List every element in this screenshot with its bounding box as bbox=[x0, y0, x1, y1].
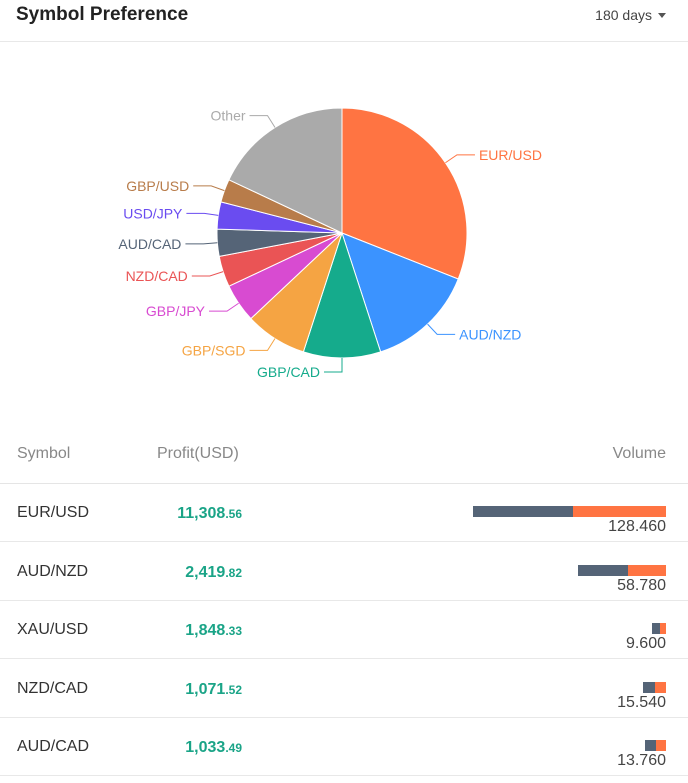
profit-decimal: .56 bbox=[225, 507, 242, 521]
volume-bar-sell bbox=[655, 740, 666, 751]
volume-value: 9.600 bbox=[625, 635, 666, 652]
volume-bar-sell bbox=[655, 681, 666, 693]
table-row[interactable]: AUD/NZD 2,419.82 58.780 bbox=[0, 543, 688, 601]
column-header-volume: Volume bbox=[612, 445, 666, 462]
pie-label: GBP/SGD bbox=[182, 342, 246, 358]
profit-decimal: .33 bbox=[225, 624, 242, 638]
pie-leader-line bbox=[193, 185, 225, 192]
column-header-symbol: Symbol bbox=[17, 445, 71, 462]
volume-bar-buy bbox=[577, 564, 629, 576]
profit-value: 1,848.33 bbox=[185, 622, 242, 640]
profit-decimal: .49 bbox=[225, 741, 242, 755]
table-header: Symbol Profit(USD) Volume bbox=[0, 424, 688, 484]
period-label: 180 days bbox=[595, 7, 652, 23]
volume-bar-sell bbox=[628, 564, 666, 576]
pie-label: GBP/CAD bbox=[257, 364, 320, 380]
pie-label: EUR/USD bbox=[479, 147, 542, 163]
profit-integer: 1,848 bbox=[185, 622, 226, 639]
profit-integer: 11,308 bbox=[177, 505, 226, 522]
column-header-profit: Profit(USD) bbox=[157, 445, 239, 462]
profit-integer: 2,419 bbox=[185, 563, 226, 581]
pie-label: GBP/JPY bbox=[146, 303, 206, 319]
volume-bar-buy bbox=[645, 740, 656, 751]
volume-bar bbox=[577, 564, 666, 576]
pie-leader-line bbox=[186, 212, 219, 216]
pie-label: NZD/CAD bbox=[126, 268, 188, 284]
symbol-name: AUD/NZD bbox=[17, 562, 89, 580]
pie-leader-line bbox=[324, 358, 343, 373]
symbol-pie-chart: EUR/USD AUD/NZD GBP/CAD GBP/SGD GBP/JPY NZD/C… bbox=[118, 107, 542, 380]
widget-title: Symbol Preference bbox=[16, 4, 189, 25]
volume-bar-buy bbox=[642, 681, 656, 693]
table-row[interactable]: AUD/CAD 1,033.49 13.760 bbox=[0, 718, 688, 776]
profit-decimal: .82 bbox=[225, 565, 242, 580]
table-row[interactable]: NZD/CAD 1,071.52 15.540 bbox=[0, 660, 688, 718]
profit-value: 11,308.56 bbox=[177, 505, 242, 523]
volume-bar bbox=[642, 681, 666, 693]
symbol-name: XAU/USD bbox=[17, 621, 89, 638]
table-row[interactable]: XAU/USD 1,848.33 9.600 bbox=[0, 601, 688, 659]
symbol-name: NZD/CAD bbox=[17, 679, 89, 697]
volume-value: 13.760 bbox=[617, 752, 666, 769]
profit-value: 1,071.52 bbox=[185, 681, 242, 699]
pie-label: AUD/NZD bbox=[459, 326, 521, 342]
volume-value: 15.540 bbox=[617, 693, 666, 711]
period-dropdown[interactable]: 180 days bbox=[595, 7, 666, 23]
pie-leader-line bbox=[209, 302, 239, 312]
volume-bar-buy bbox=[651, 623, 661, 634]
volume-bar bbox=[473, 506, 666, 517]
pie-label: AUD/CAD bbox=[118, 236, 181, 252]
pie-leader-line bbox=[185, 242, 218, 245]
volume-bar bbox=[645, 740, 666, 751]
pie-label: USD/JPY bbox=[123, 205, 183, 221]
table-row[interactable]: EUR/USD 11,308.56 128.460 bbox=[0, 484, 688, 542]
pie-leader-line bbox=[191, 271, 224, 277]
caret-down-icon bbox=[658, 12, 666, 18]
pie-leader-line bbox=[249, 338, 276, 351]
pie-leader-line bbox=[427, 323, 456, 335]
widget-header: Symbol Preference 180 days bbox=[0, 0, 688, 42]
profit-integer: 1,033 bbox=[185, 739, 226, 756]
pie-slice-eur-usd[interactable] bbox=[341, 107, 468, 280]
pie-leader-line bbox=[249, 115, 276, 128]
volume-value: 58.780 bbox=[617, 576, 666, 594]
pie-slice-gbp-cad[interactable] bbox=[302, 231, 382, 359]
volume-bar bbox=[651, 623, 666, 634]
profit-decimal: .52 bbox=[225, 682, 242, 697]
profit-integer: 1,071 bbox=[185, 680, 226, 698]
profit-value: 1,033.49 bbox=[185, 739, 242, 757]
pie-leader-line bbox=[445, 154, 475, 164]
pie-label: GBP/USD bbox=[126, 178, 189, 194]
profit-value: 2,419.82 bbox=[185, 564, 242, 582]
symbol-name: EUR/USD bbox=[17, 504, 90, 521]
volume-bar-sell bbox=[573, 506, 666, 517]
volume-bar-buy bbox=[473, 506, 574, 517]
volume-bar-sell bbox=[660, 623, 666, 634]
symbol-name: AUD/CAD bbox=[17, 738, 90, 755]
pie-slice-other[interactable] bbox=[228, 107, 343, 234]
volume-value: 128.460 bbox=[608, 518, 666, 535]
pie-label: Other bbox=[211, 108, 246, 124]
